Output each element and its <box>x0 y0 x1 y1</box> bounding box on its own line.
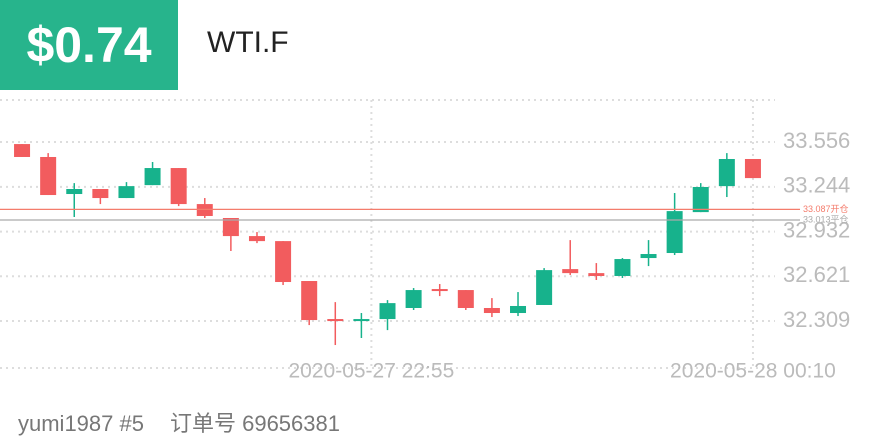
candle-body <box>640 254 657 259</box>
candle-body <box>353 319 370 322</box>
candle-body <box>692 186 709 213</box>
candle-body <box>483 307 500 314</box>
candle-body <box>40 156 57 196</box>
candle-body <box>457 290 474 308</box>
candle-body <box>744 158 761 179</box>
candle-body <box>92 188 109 199</box>
candle-body <box>614 259 631 276</box>
candle-body <box>118 186 135 199</box>
candle-body <box>379 303 396 320</box>
candle-body <box>666 211 683 254</box>
candle-body <box>14 144 31 157</box>
candle-body <box>170 168 187 205</box>
candle-body <box>510 305 527 314</box>
candle-body <box>66 188 83 195</box>
candle-body <box>431 289 448 292</box>
profit-badge: $0.74 <box>0 0 178 90</box>
candle-body <box>275 241 292 283</box>
candle-body <box>222 217 239 237</box>
footer: yumi1987 #5 订单号 69656381 <box>18 406 366 438</box>
candle-body <box>196 204 213 216</box>
y-tick-label: 33.556 <box>783 128 850 153</box>
candle-body <box>327 319 344 322</box>
chart: 32.309 32.621 32.932 33.244 33.556 2020-05-27… <box>0 99 850 383</box>
x-tick-label: 2020-05-27 22:55 <box>288 360 454 383</box>
user: yumi1987 #5 <box>18 411 144 436</box>
y-tick-label: 32.309 <box>783 307 850 332</box>
candle-body <box>248 236 265 242</box>
symbol: WTI.F <box>207 26 289 59</box>
reference-label: 33.013平仓 <box>803 213 849 224</box>
y-tick-label: 33.244 <box>783 173 850 198</box>
x-tick-label: 2020-05-28 00:10 <box>670 360 836 383</box>
y-tick-label: 32.932 <box>783 217 850 242</box>
candle-body <box>536 270 553 305</box>
candle-body <box>588 273 605 276</box>
candle-body <box>301 281 318 321</box>
reference-label: 33.087开仓 <box>803 203 849 214</box>
candle-body <box>718 158 735 187</box>
order-number: 订单号 69656381 <box>169 411 340 436</box>
y-tick-label: 32.621 <box>783 262 850 287</box>
candle-body <box>405 290 422 308</box>
candle-body <box>562 269 579 274</box>
candle-body <box>144 168 161 186</box>
